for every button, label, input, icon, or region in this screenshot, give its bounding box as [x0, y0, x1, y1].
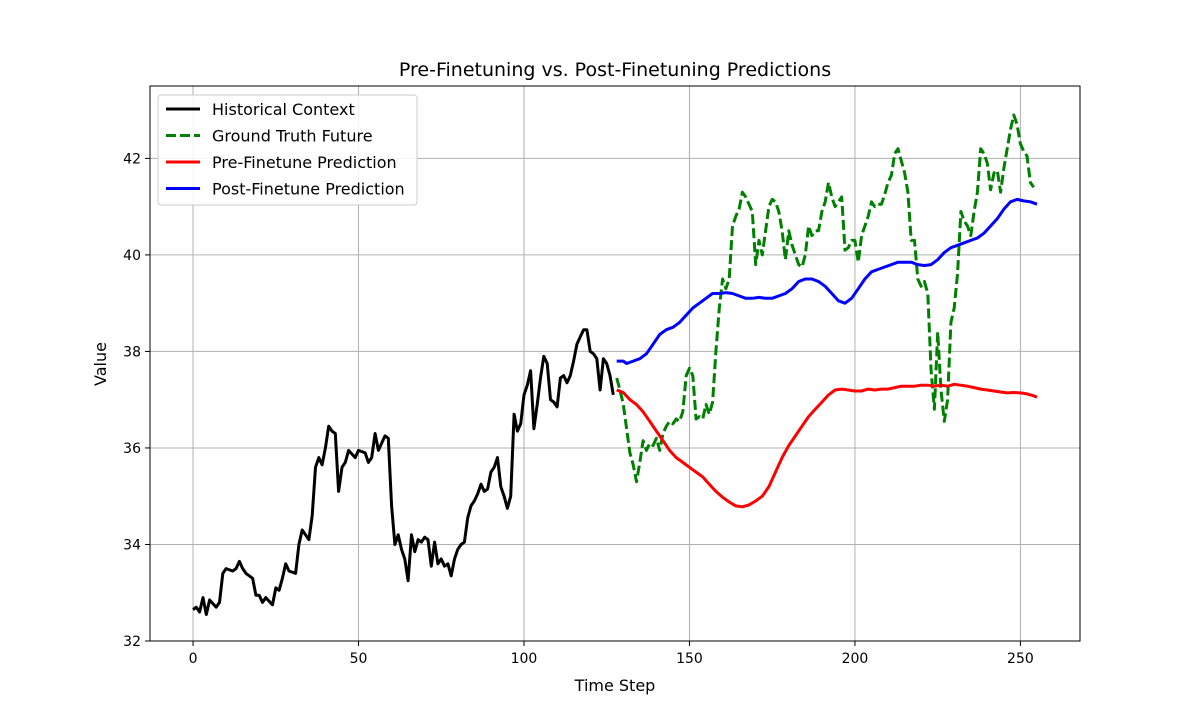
series-line-historical-context: [192, 328, 615, 616]
legend-label: Pre-Finetune Prediction: [212, 153, 397, 172]
y-tick-label: 40: [123, 248, 141, 264]
series-line-ground-truth-future: [615, 113, 1035, 484]
plot-frame: [149, 85, 1081, 642]
x-tick-label: 100: [511, 651, 538, 667]
y-axis-title: Value: [91, 342, 110, 386]
x-tick-label: 150: [676, 651, 703, 667]
series-line-pre-finetune-prediction: [616, 382, 1038, 509]
series-line-post-finetune-prediction: [616, 197, 1038, 365]
y-tick-label: 38: [123, 344, 141, 360]
y-tick-label: 32: [123, 634, 141, 650]
legend-label: Post-Finetune Prediction: [212, 180, 405, 199]
chart-title: Pre-Finetuning vs. Post-Finetuning Predi…: [399, 59, 831, 81]
legend-label: Ground Truth Future: [212, 127, 373, 146]
x-tick-label: 0: [189, 651, 198, 667]
x-tick-label: 50: [350, 651, 368, 667]
axis-ticks: 0 50 100 150 200 250 32 34 36 38 40 42: [123, 151, 1034, 667]
y-tick-label: 36: [123, 441, 141, 457]
y-tick-label: 34: [123, 537, 141, 553]
x-tick-label: 250: [1007, 651, 1034, 667]
legend-label: Historical Context: [212, 100, 355, 119]
x-axis-title: Time Step: [574, 676, 656, 695]
legend: Historical Context Ground Truth Future Pre…: [157, 94, 418, 206]
series-lines: [192, 113, 1038, 616]
y-tick-label: 42: [123, 151, 141, 167]
x-tick-label: 200: [842, 651, 869, 667]
legend-box: [157, 94, 418, 206]
